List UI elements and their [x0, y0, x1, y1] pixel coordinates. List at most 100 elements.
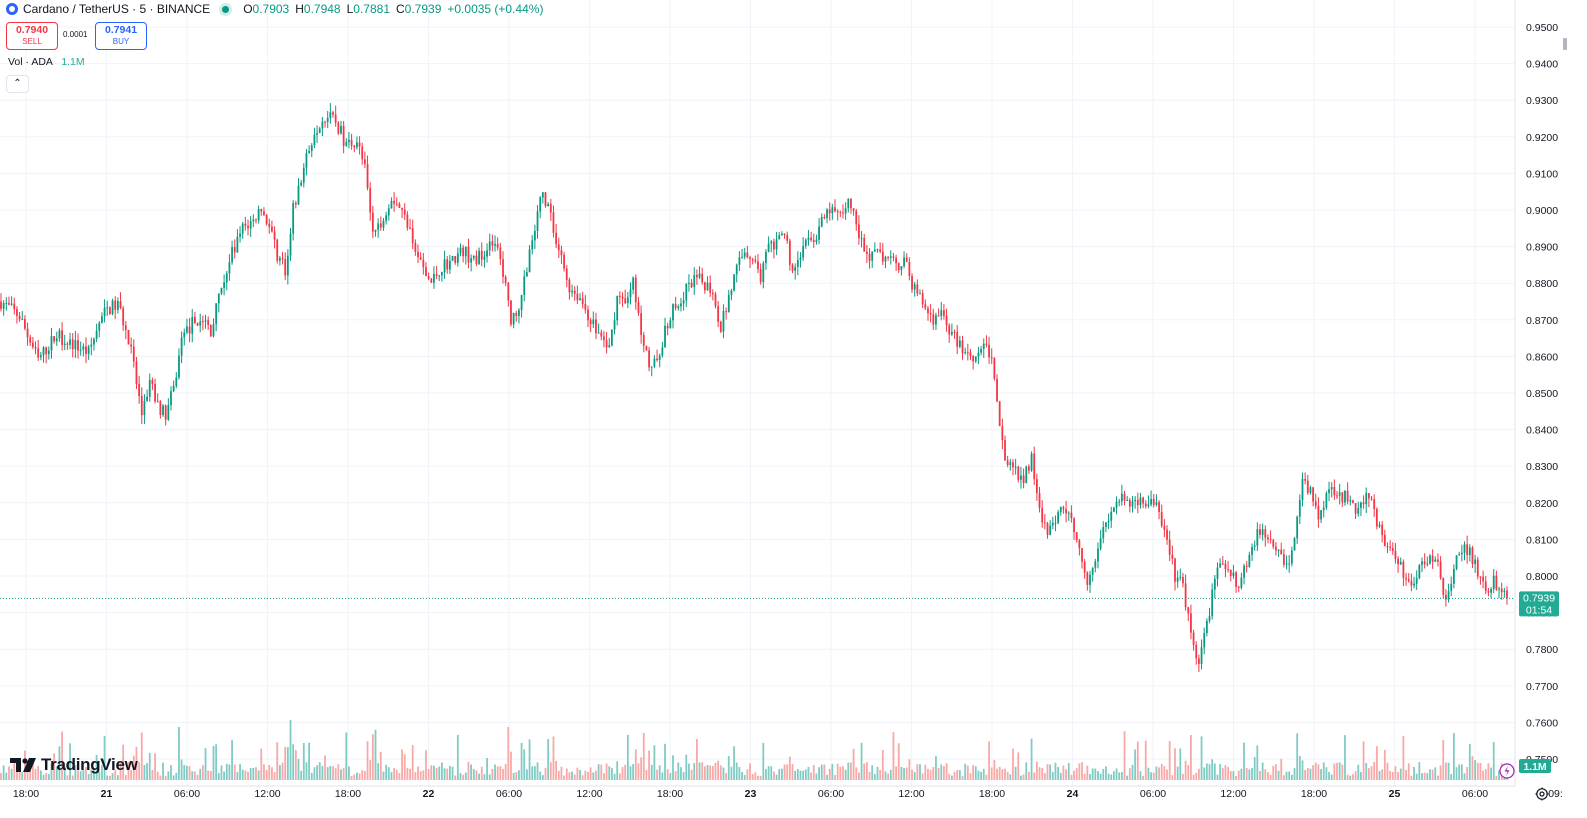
candle-body — [820, 217, 823, 227]
candle-body — [151, 380, 154, 384]
volume-bar — [892, 732, 895, 780]
candle-body — [579, 298, 581, 301]
volume-legend[interactable]: Vol · ADA 1.1M — [8, 56, 85, 68]
volume-bar — [252, 768, 255, 780]
candle-body — [1001, 426, 1004, 441]
volume-bar — [156, 771, 159, 780]
candle-body — [767, 243, 770, 252]
candle-body — [55, 338, 58, 342]
candle-body — [1251, 546, 1253, 555]
candle-body — [289, 233, 292, 256]
candle-body — [642, 335, 645, 346]
volume-bar — [982, 768, 985, 780]
volume-bar — [10, 768, 13, 780]
volume-bar — [1336, 762, 1338, 780]
volume-bar — [533, 766, 536, 780]
sell-button[interactable]: 0.7940 SELL — [6, 22, 58, 50]
candle-body — [948, 325, 951, 335]
candle-body — [417, 251, 419, 258]
volume-bar — [512, 773, 515, 780]
volume-bar — [1320, 769, 1322, 780]
volume-bar — [526, 769, 528, 780]
candle-body — [438, 275, 441, 277]
candle-body — [935, 315, 937, 325]
tradingview-logo[interactable]: TradingView — [10, 755, 138, 775]
candle-body — [47, 350, 50, 355]
volume-bar — [807, 766, 810, 780]
candle-body — [929, 313, 932, 315]
volume-bar — [648, 750, 650, 780]
volume-bar — [329, 765, 332, 780]
volume-bar — [257, 770, 260, 780]
candle-body — [1495, 575, 1498, 590]
volume-bar — [191, 771, 194, 780]
gear-icon[interactable] — [1534, 786, 1550, 802]
volume-bar — [1394, 766, 1397, 780]
candle-body — [1235, 572, 1237, 587]
volume-bar — [427, 769, 430, 780]
buy-button[interactable]: 0.7941 BUY — [95, 22, 147, 50]
volume-bar — [746, 769, 749, 780]
candle-body — [884, 256, 887, 262]
candle-body — [868, 254, 871, 261]
candle-body — [1365, 493, 1368, 505]
volume-bar — [1006, 771, 1009, 780]
volume-bar — [518, 770, 520, 780]
volume-bar — [1126, 775, 1129, 780]
volume-bar — [103, 735, 106, 780]
volume-bar — [863, 763, 866, 780]
candle-body — [842, 212, 844, 214]
price-scale-handle[interactable] — [1563, 38, 1567, 50]
candle-body — [1423, 561, 1426, 565]
candle-body — [871, 251, 874, 261]
volume-bar — [310, 772, 313, 780]
candle-body — [674, 304, 677, 309]
volume-bar — [93, 768, 95, 780]
volume-bar — [499, 766, 502, 780]
symbol-title[interactable]: Cardano / TetherUS · 5 · BINANCE — [23, 2, 211, 16]
candle-body — [345, 142, 348, 146]
candle-body — [1017, 466, 1020, 480]
volume-bar — [767, 766, 770, 780]
candle-body — [1128, 500, 1131, 507]
volume-bar — [1314, 762, 1317, 780]
candle-body — [90, 344, 93, 347]
candle-body — [1341, 492, 1344, 503]
volume-bar — [1195, 772, 1198, 780]
candle-body — [536, 211, 539, 231]
candle-body — [294, 203, 297, 205]
volume-bar — [395, 769, 398, 780]
volume-bar — [924, 764, 927, 780]
grid-lines — [0, 0, 1515, 786]
chart-plot-area[interactable] — [0, 0, 1515, 786]
candle-body — [597, 332, 600, 334]
candle-body — [895, 257, 898, 264]
candle-body — [116, 301, 119, 310]
candle-body — [547, 203, 550, 207]
candle-body — [138, 383, 141, 397]
volume-bar — [308, 742, 311, 780]
volume-bar — [714, 762, 717, 780]
volume-bar — [977, 770, 980, 780]
volume-bar — [255, 767, 257, 780]
candle-body — [1317, 506, 1320, 520]
volume-bar — [1009, 774, 1012, 780]
volume-bar — [16, 771, 18, 780]
volume-bar — [496, 766, 499, 780]
volume-bar — [1357, 764, 1360, 780]
volume-bar — [828, 768, 831, 780]
candle-body — [496, 244, 499, 248]
candle-body — [193, 317, 196, 323]
candle-body — [1301, 478, 1304, 500]
volume-bar — [363, 770, 366, 780]
candle-body — [31, 342, 34, 348]
candle-body — [998, 401, 1001, 427]
volume-bar — [204, 748, 207, 780]
volume-bar — [1105, 766, 1107, 780]
volume-bar — [642, 732, 645, 780]
volume-bar — [1025, 762, 1028, 780]
volume-bar — [876, 766, 879, 780]
candle-body — [1099, 538, 1102, 549]
collapse-legend-button[interactable]: ⌃ — [6, 75, 29, 93]
